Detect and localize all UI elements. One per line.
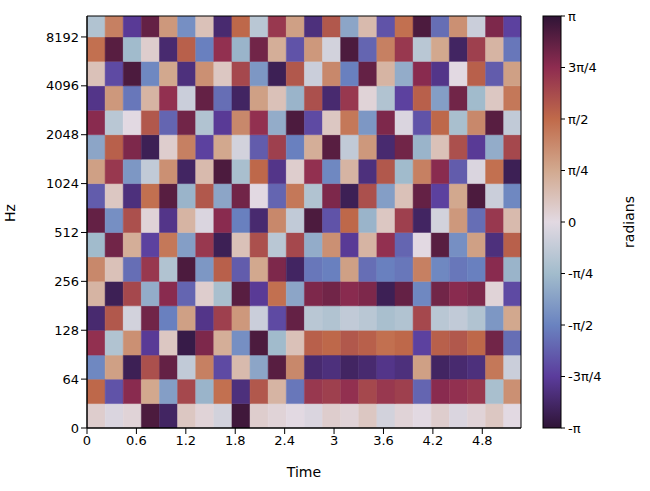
svg-text:π/4: π/4: [568, 163, 588, 178]
svg-text:1024: 1024: [46, 176, 79, 191]
svg-text:256: 256: [54, 274, 79, 289]
svg-text:0: 0: [83, 433, 91, 448]
svg-text:3.6: 3.6: [373, 433, 394, 448]
svg-text:0: 0: [71, 421, 79, 436]
svg-text:4.8: 4.8: [472, 433, 493, 448]
svg-text:128: 128: [54, 323, 79, 338]
svg-text:1.8: 1.8: [225, 433, 246, 448]
svg-text:0.6: 0.6: [126, 433, 147, 448]
svg-text:4096: 4096: [46, 78, 79, 93]
svg-text:π: π: [568, 9, 576, 24]
svg-text:3π/4: 3π/4: [568, 60, 597, 75]
svg-text:-π/2: -π/2: [568, 318, 593, 333]
svg-text:64: 64: [62, 372, 79, 387]
svg-text:-π/4: -π/4: [568, 266, 593, 281]
svg-text:-3π/4: -3π/4: [568, 369, 601, 384]
svg-text:4.2: 4.2: [423, 433, 444, 448]
svg-text:-π: -π: [568, 421, 581, 436]
svg-text:2048: 2048: [46, 127, 79, 142]
svg-text:0: 0: [568, 215, 576, 230]
svg-text:1.2: 1.2: [175, 433, 196, 448]
svg-text:8192: 8192: [46, 30, 79, 45]
svg-text:Time: Time: [286, 464, 321, 480]
svg-text:Hz: Hz: [2, 204, 18, 222]
svg-text:3: 3: [330, 433, 338, 448]
svg-text:π/2: π/2: [568, 112, 588, 127]
svg-text:512: 512: [54, 225, 79, 240]
svg-text:2.4: 2.4: [274, 433, 295, 448]
svg-text:radians: radians: [621, 196, 637, 248]
